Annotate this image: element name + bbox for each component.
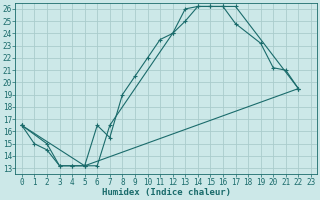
X-axis label: Humidex (Indice chaleur): Humidex (Indice chaleur)	[102, 188, 231, 197]
